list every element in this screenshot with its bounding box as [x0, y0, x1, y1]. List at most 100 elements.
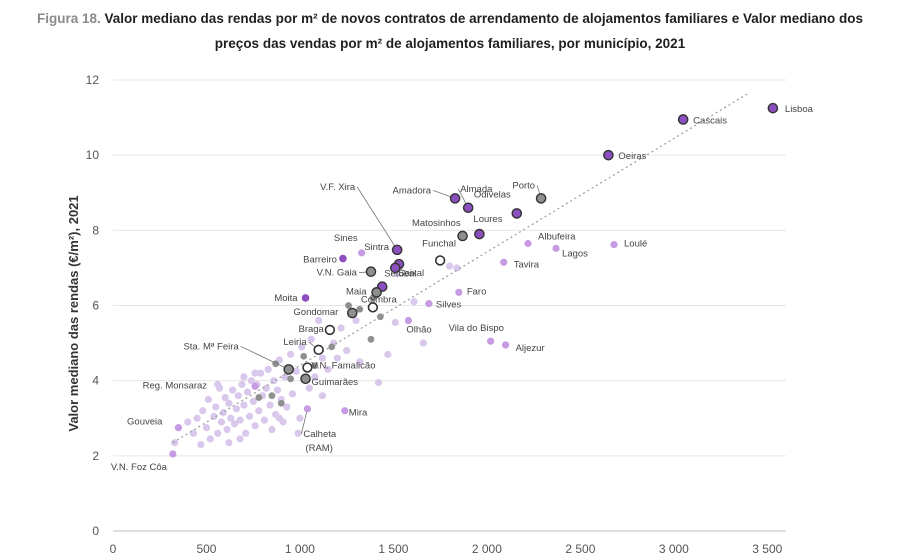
x-tick-label: 0 — [110, 542, 117, 556]
data-point — [214, 380, 222, 389]
data-point-grey — [287, 375, 294, 383]
data-point-labeled — [434, 255, 446, 266]
data-point — [384, 350, 392, 358]
data-point-labeled — [501, 341, 510, 349]
data-point-labeled — [457, 230, 468, 242]
x-tick-label: 500 — [196, 542, 216, 556]
data-point-labeled — [251, 382, 259, 390]
data-point — [275, 414, 283, 422]
data-point — [294, 429, 302, 437]
data-point — [234, 392, 242, 400]
data-point-labeled — [324, 324, 336, 336]
data-point — [184, 418, 192, 426]
point-label: Moita — [274, 293, 298, 304]
point-label: Loures — [473, 214, 502, 225]
data-point-labeled — [174, 424, 183, 432]
data-point — [333, 354, 341, 362]
point-label: Lagos — [562, 248, 588, 259]
data-point — [318, 354, 326, 362]
data-point-labeled — [341, 407, 349, 415]
data-point — [307, 335, 315, 343]
data-point-labeled — [449, 193, 461, 204]
data-point — [229, 386, 237, 394]
data-point-labeled — [610, 241, 618, 249]
data-point-grey — [300, 352, 308, 360]
data-point — [199, 407, 207, 415]
point-label: Silves — [436, 300, 462, 311]
data-point — [260, 416, 269, 424]
data-point — [296, 414, 304, 422]
data-point-labeled — [474, 228, 485, 240]
y-tick-label: 10 — [86, 148, 100, 162]
data-point — [240, 373, 248, 381]
data-point-grey — [356, 305, 364, 313]
point-label: Almada — [460, 184, 493, 195]
data-point — [273, 386, 282, 394]
data-point — [251, 422, 259, 430]
y-axis-label: Valor mediano das rendas (€/m²), 2021 — [66, 195, 81, 431]
data-point — [255, 407, 263, 415]
data-point-labeled — [404, 316, 412, 325]
data-point — [352, 316, 360, 325]
data-point — [227, 414, 235, 422]
data-point-labeled — [283, 364, 295, 375]
data-point — [286, 350, 295, 358]
title-line-2: preços das vendas por m² de alojamentos … — [214, 36, 686, 51]
grey-points — [255, 294, 384, 407]
x-tick-label: 3 500 — [752, 542, 782, 556]
data-point — [391, 318, 399, 327]
data-point — [247, 377, 255, 385]
point-label: Vila do Bispo — [449, 323, 504, 334]
data-point-labeled — [302, 362, 313, 373]
point-label: Reg. Monsaraz — [143, 380, 208, 391]
y-axis-ticks: 0 2 4 6 8 10 12 — [86, 73, 100, 538]
point-label: Setúbal — [384, 269, 416, 280]
y-tick-label: 8 — [92, 223, 99, 237]
data-point — [251, 369, 259, 377]
data-point-labeled — [346, 307, 358, 319]
data-point-grey — [277, 399, 285, 407]
x-tick-label: 1 000 — [285, 542, 315, 556]
data-point — [445, 262, 454, 270]
leader-line — [301, 408, 308, 434]
data-point — [219, 409, 227, 417]
labeled-points — [169, 102, 779, 458]
data-point — [268, 425, 276, 434]
data-point-labeled — [391, 244, 403, 256]
data-point — [197, 440, 205, 449]
point-label: Tavira — [514, 259, 540, 270]
point-label: Loulé — [624, 239, 647, 250]
data-point-labeled — [535, 193, 547, 204]
data-point — [242, 429, 250, 437]
data-point — [245, 412, 254, 420]
point-label: Odivelas — [474, 189, 511, 200]
data-point — [230, 420, 239, 428]
data-point-labeled — [389, 262, 401, 274]
title-line-1: Valor mediano das rendas por m² de novos… — [104, 11, 863, 26]
data-point — [343, 347, 351, 355]
leader-line — [240, 346, 289, 370]
point-label: Gouveia — [127, 417, 163, 428]
data-point-labeled — [371, 287, 382, 298]
data-point-grey — [272, 360, 280, 368]
data-point — [318, 392, 326, 400]
point-label: Amadora — [393, 185, 432, 196]
data-point-labeled — [487, 337, 495, 345]
data-point — [374, 378, 383, 387]
data-point — [189, 429, 197, 437]
x-tick-label: 1 500 — [378, 542, 408, 556]
data-point — [257, 369, 265, 377]
data-point — [324, 365, 332, 373]
data-point — [311, 373, 319, 381]
y-tick-label: 0 — [92, 524, 99, 538]
data-point-labeled — [367, 302, 379, 313]
point-label: Faro — [467, 286, 487, 297]
data-point — [212, 403, 220, 411]
x-tick-label: 2 500 — [565, 542, 595, 556]
gridlines — [113, 79, 786, 457]
data-point — [281, 373, 289, 381]
data-point — [204, 395, 212, 404]
point-label: Mira — [349, 408, 368, 419]
x-tick-label: 3 000 — [659, 542, 689, 556]
